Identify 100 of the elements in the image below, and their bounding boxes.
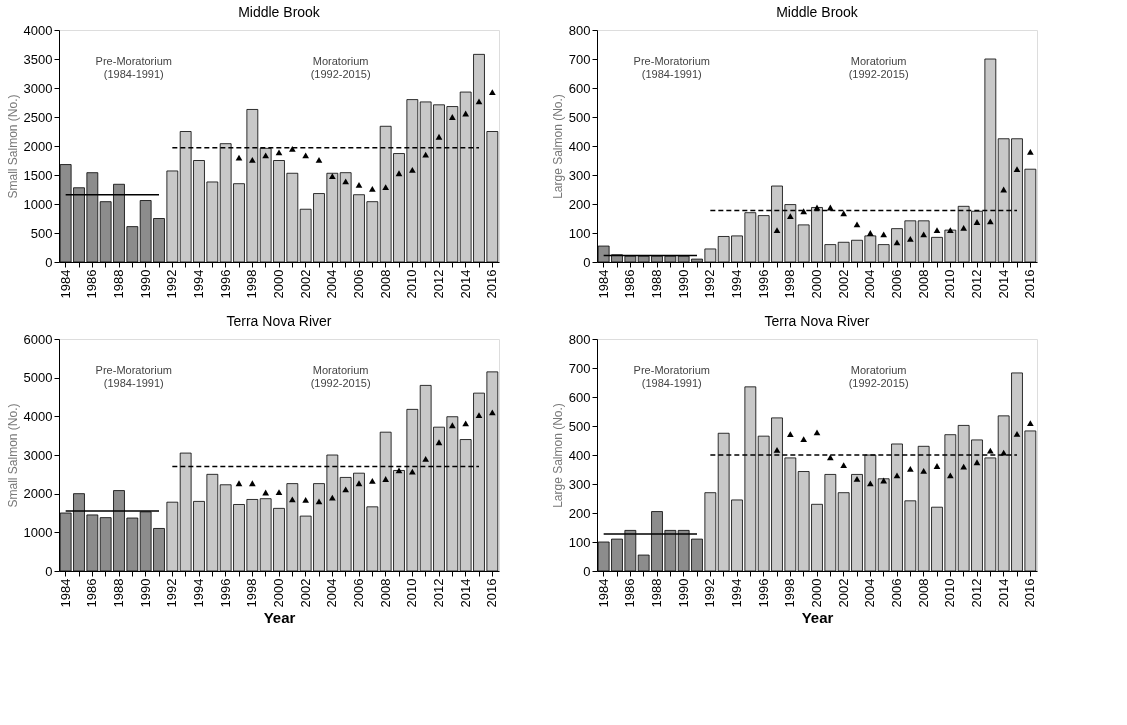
point xyxy=(786,213,794,220)
x-tick-label: 2010 xyxy=(942,578,958,608)
x-tick-label: 1996 xyxy=(217,578,233,608)
point xyxy=(920,468,928,474)
x-tick-label: 2002 xyxy=(835,269,851,299)
point xyxy=(1026,420,1034,426)
x-tick-label: 2014 xyxy=(457,578,473,608)
x-tick-label: 2008 xyxy=(915,269,931,299)
point xyxy=(960,224,968,231)
y-tick-label: 500 xyxy=(568,418,591,434)
x-tick-label: 1990 xyxy=(137,269,153,299)
y-tick-label: 600 xyxy=(568,389,591,405)
x-tick-label: 2004 xyxy=(862,269,878,299)
x-tick-label: 2012 xyxy=(431,269,446,299)
x-tick-label: 2012 xyxy=(969,269,984,299)
x-tick-label: 1988 xyxy=(649,269,664,299)
y-tick-label: 1000 xyxy=(23,196,53,212)
y-tick-label: 800 xyxy=(568,331,591,347)
point xyxy=(315,498,323,505)
y-axis-title: Large Salmon (No.) xyxy=(550,403,565,508)
x-tick-label: 2008 xyxy=(377,269,393,299)
y-tick-label: 0 xyxy=(45,563,53,579)
y-tick-label: 700 xyxy=(568,360,591,376)
x-tick-label: 2000 xyxy=(809,269,824,299)
x-tick-label: 1994 xyxy=(191,269,206,299)
point xyxy=(933,463,941,469)
chart-title: Terra Nova River xyxy=(764,313,870,329)
point xyxy=(382,476,390,482)
point xyxy=(448,114,456,120)
y-tick-label: 200 xyxy=(568,196,591,212)
point xyxy=(800,208,808,215)
point xyxy=(368,478,376,484)
chart-title: Middle Brook xyxy=(238,4,321,20)
y-tick-label: 0 xyxy=(583,254,591,270)
y-tick-label: 1500 xyxy=(23,167,53,183)
point xyxy=(773,227,781,234)
point xyxy=(773,446,781,453)
x-tick-label: 1996 xyxy=(755,578,771,608)
x-tick-label: 2004 xyxy=(862,578,878,608)
point xyxy=(422,151,430,158)
x-tick-label: 1998 xyxy=(244,269,260,299)
point xyxy=(435,439,443,446)
x-tick-label: 1992 xyxy=(164,269,180,299)
y-tick-label: 6000 xyxy=(23,331,53,347)
point xyxy=(946,227,954,234)
y-tick-label: 600 xyxy=(568,80,591,96)
x-tick-label: 2008 xyxy=(915,578,931,608)
y-tick-label: 3000 xyxy=(23,80,53,96)
y-tick-label: 0 xyxy=(45,254,53,270)
x-tick-label: 2010 xyxy=(404,269,420,299)
y-tick-label: 4000 xyxy=(23,408,53,424)
y-tick-label: 4000 xyxy=(23,22,53,38)
point xyxy=(786,431,794,438)
x-tick-label: 2014 xyxy=(995,269,1011,299)
y-tick-label: 0 xyxy=(583,563,591,579)
x-tick-label: 1984 xyxy=(595,269,611,299)
y-tick-label: 500 xyxy=(30,225,53,241)
point xyxy=(1013,166,1021,173)
point xyxy=(355,181,363,188)
x-tick-label: 1992 xyxy=(164,578,180,608)
x-tick-label: 1986 xyxy=(622,269,638,299)
x-tick-label: 1994 xyxy=(191,578,206,608)
point xyxy=(973,459,981,466)
point xyxy=(302,152,310,159)
x-tick-label: 2006 xyxy=(351,578,366,608)
point xyxy=(382,184,390,191)
y-tick-label: 5000 xyxy=(23,370,53,386)
point xyxy=(342,178,350,185)
point xyxy=(408,468,416,475)
point xyxy=(960,463,968,470)
y-tick-label: 3000 xyxy=(23,447,53,463)
point xyxy=(840,462,848,469)
x-tick-label: 2008 xyxy=(377,578,393,608)
point xyxy=(475,98,483,105)
point xyxy=(893,472,901,479)
x-tick-label: 2004 xyxy=(324,269,340,299)
point xyxy=(1013,430,1021,437)
y-tick-label: 2000 xyxy=(23,138,53,154)
point xyxy=(906,235,914,242)
point xyxy=(813,204,821,211)
annotation: Pre-Moratorium (1984-1991) xyxy=(95,364,172,390)
point xyxy=(800,436,808,442)
point xyxy=(408,166,416,173)
point xyxy=(395,170,403,177)
x-tick-label: 1992 xyxy=(702,269,718,299)
x-tick-label: 1986 xyxy=(84,269,100,299)
x-tick-label: 2010 xyxy=(942,269,958,299)
x-tick-label: 1988 xyxy=(111,578,126,608)
annotation: Moratorium (1992-2015) xyxy=(848,364,909,390)
point xyxy=(235,480,243,487)
x-tick-label: 2000 xyxy=(809,578,824,608)
y-tick-label: 100 xyxy=(568,225,591,241)
x-tick-label: 1990 xyxy=(675,269,691,299)
x-tick-label: 2016 xyxy=(1022,578,1038,608)
x-tick-label: 1996 xyxy=(755,269,771,299)
x-tick-label: 2016 xyxy=(1022,269,1038,299)
x-tick-label: 1986 xyxy=(622,578,638,608)
point xyxy=(248,480,256,487)
point xyxy=(302,496,310,503)
annotation: Moratorium (1992-2015) xyxy=(310,55,371,81)
